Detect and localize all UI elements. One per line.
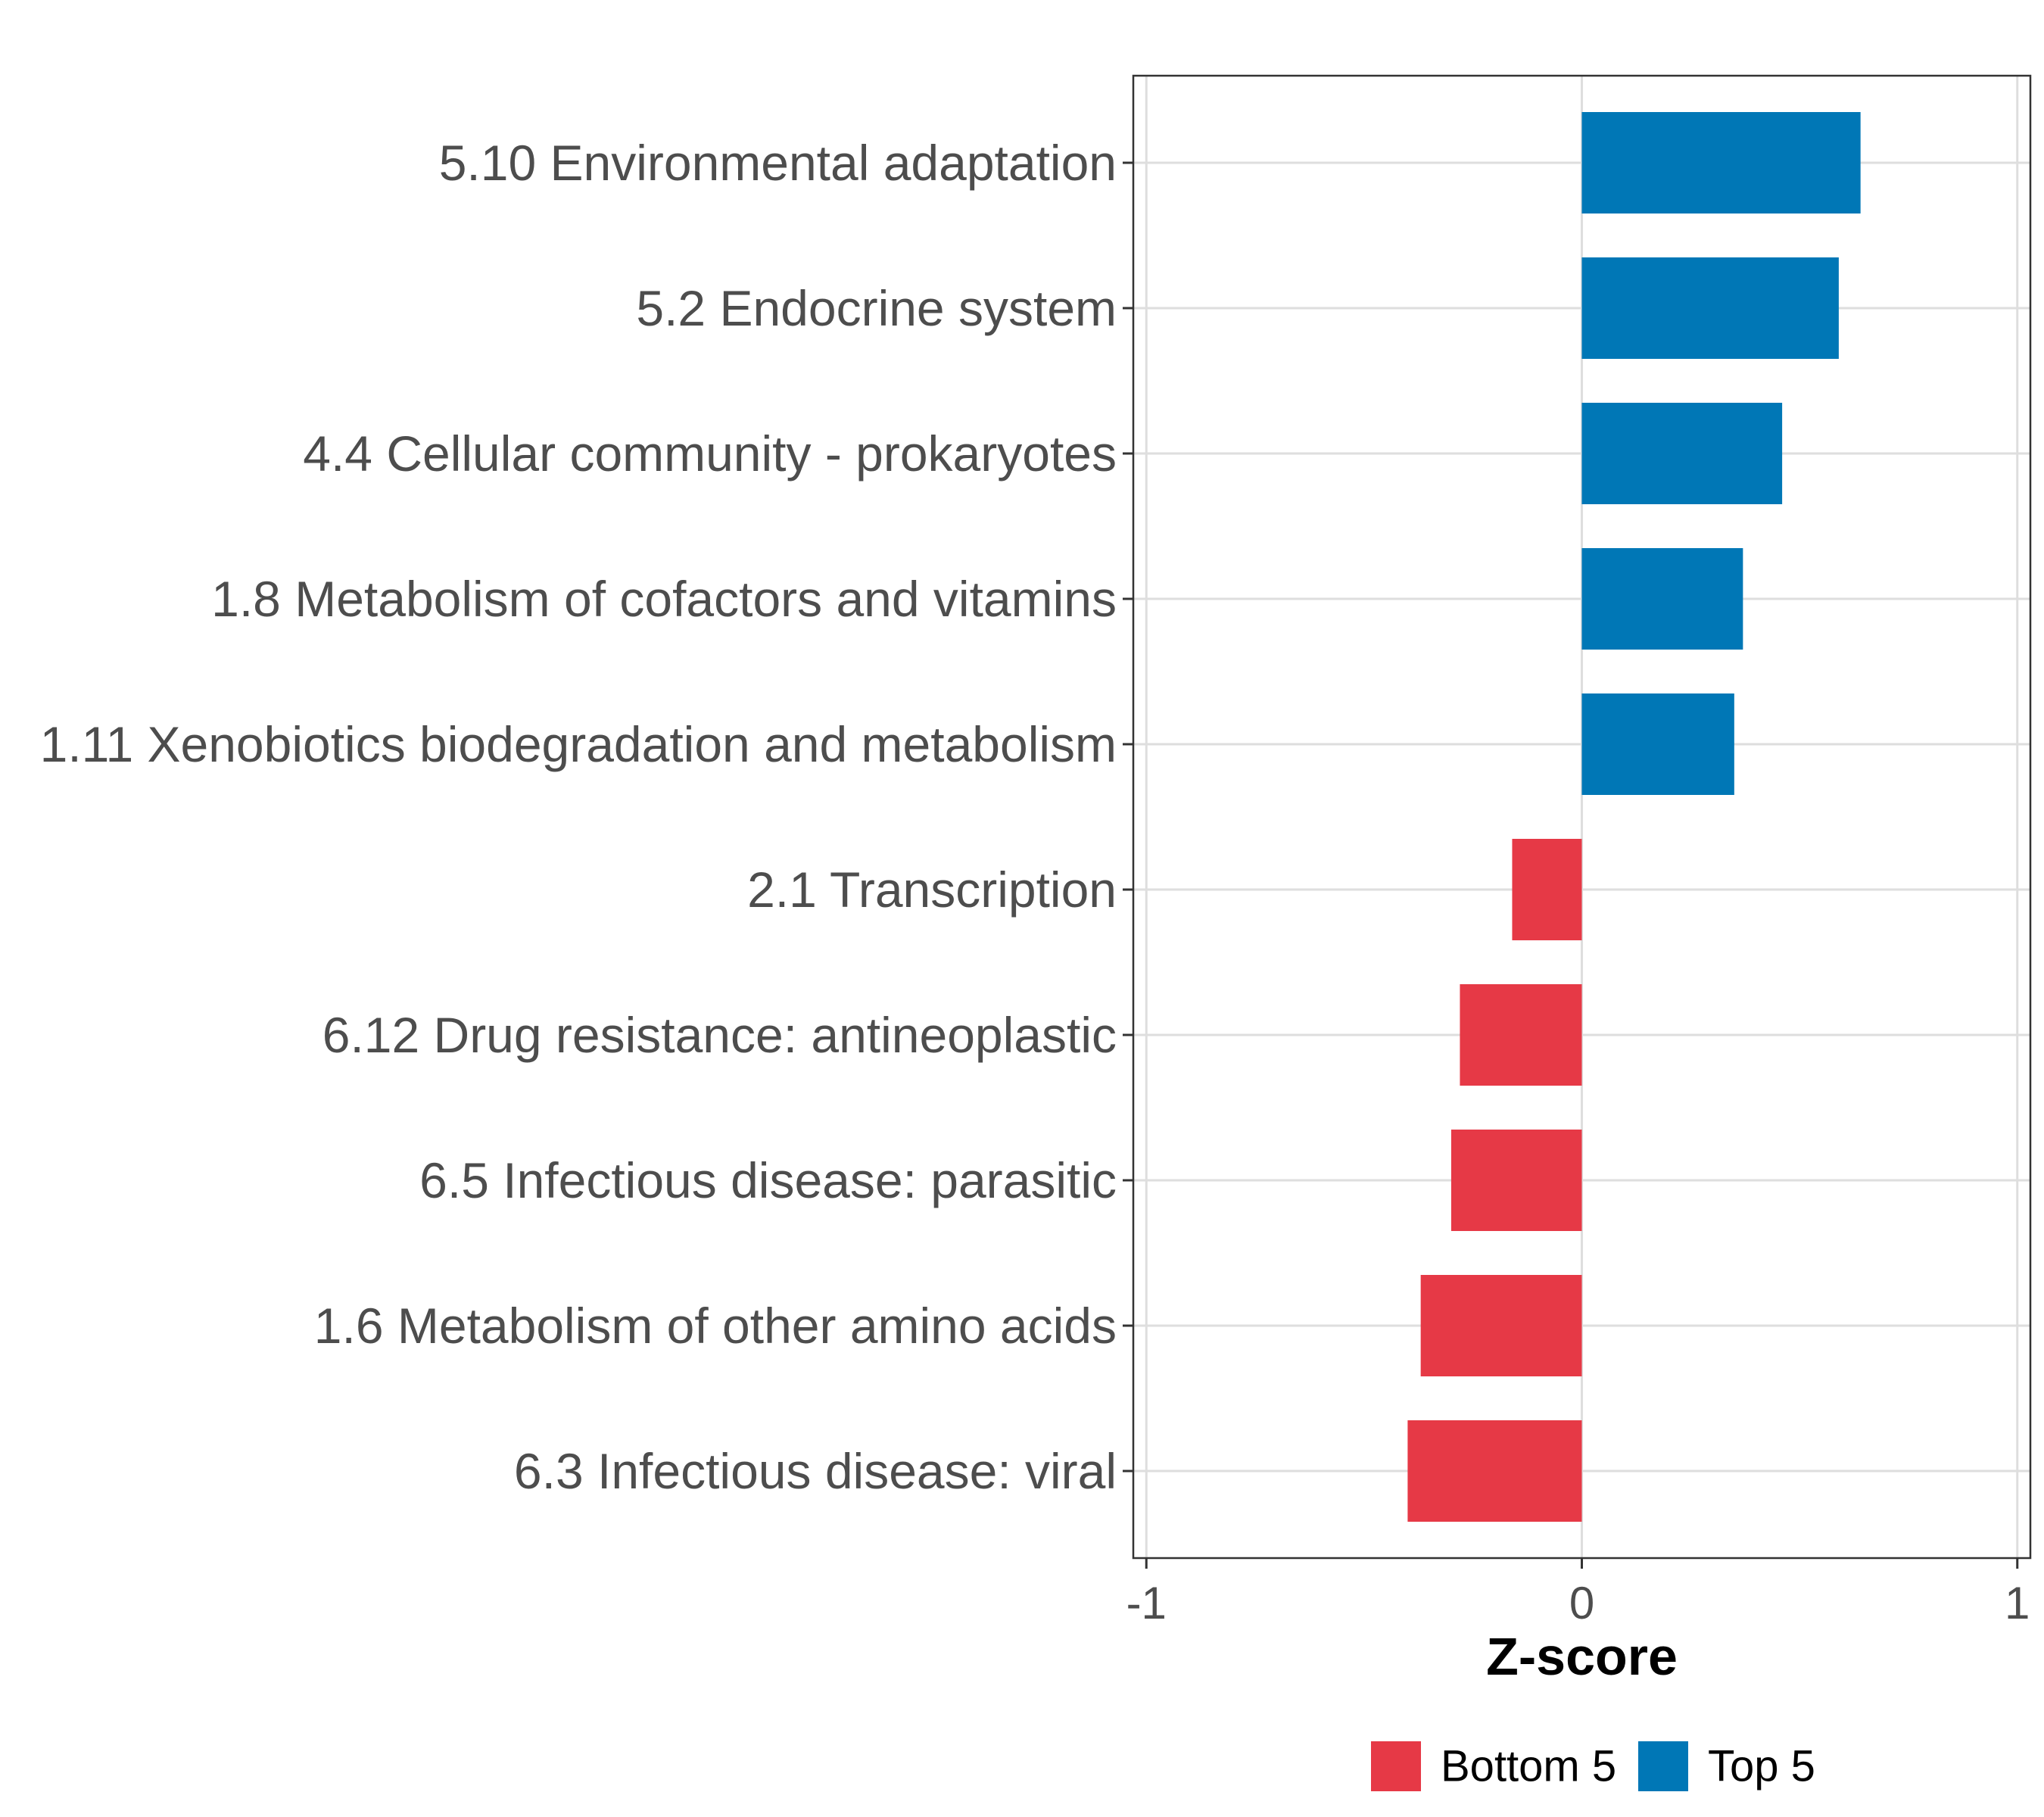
category-label: 5.2 Endocrine system: [636, 280, 1117, 336]
legend: Bottom 5 Top 5: [1371, 1741, 1815, 1791]
category-label: 4.4 Cellular community - prokaryotes: [303, 425, 1117, 482]
category-label: 6.12 Drug resistance: antineoplastic: [322, 1007, 1117, 1063]
category-label: 6.5 Infectious disease: parasitic: [419, 1152, 1117, 1208]
bar-bottom: [1512, 839, 1582, 940]
bar-bottom: [1407, 1420, 1582, 1522]
category-label: 1.11 Xenobiotics biodegradation and meta…: [40, 716, 1117, 772]
legend-label: Top 5: [1708, 1742, 1815, 1791]
legend-key-top: [1638, 1741, 1688, 1791]
x-axis: -1 0 1: [1126, 1558, 2030, 1628]
y-axis: 5.10 Environmental adaptation 5.2 Endocri…: [40, 135, 1133, 1499]
category-label: 6.3 Infectious disease: viral: [514, 1443, 1117, 1499]
legend-label: Bottom 5: [1441, 1742, 1616, 1791]
bar-top: [1581, 548, 1743, 650]
x-tick-label: 1: [2005, 1578, 2030, 1628]
category-label: 1.6 Metabolism of other amino acids: [314, 1298, 1117, 1354]
legend-key-bottom: [1371, 1741, 1421, 1791]
bars: [1407, 112, 1861, 1522]
category-label: 2.1 Transcription: [747, 862, 1117, 918]
bar-top: [1581, 403, 1783, 504]
bar-bottom: [1420, 1275, 1582, 1376]
bar-bottom: [1450, 1130, 1582, 1231]
bar-top: [1581, 112, 1861, 213]
bar-top: [1581, 257, 1839, 359]
category-label: 5.10 Environmental adaptation: [439, 135, 1117, 191]
x-axis-title: Z-score: [1486, 1627, 1678, 1686]
x-tick-label: -1: [1126, 1578, 1167, 1628]
bar-top: [1581, 693, 1734, 795]
category-label: 1.8 Metabolism of cofactors and vitamins: [211, 571, 1117, 627]
bar-bottom: [1460, 984, 1582, 1086]
x-tick-label: 0: [1569, 1578, 1594, 1628]
